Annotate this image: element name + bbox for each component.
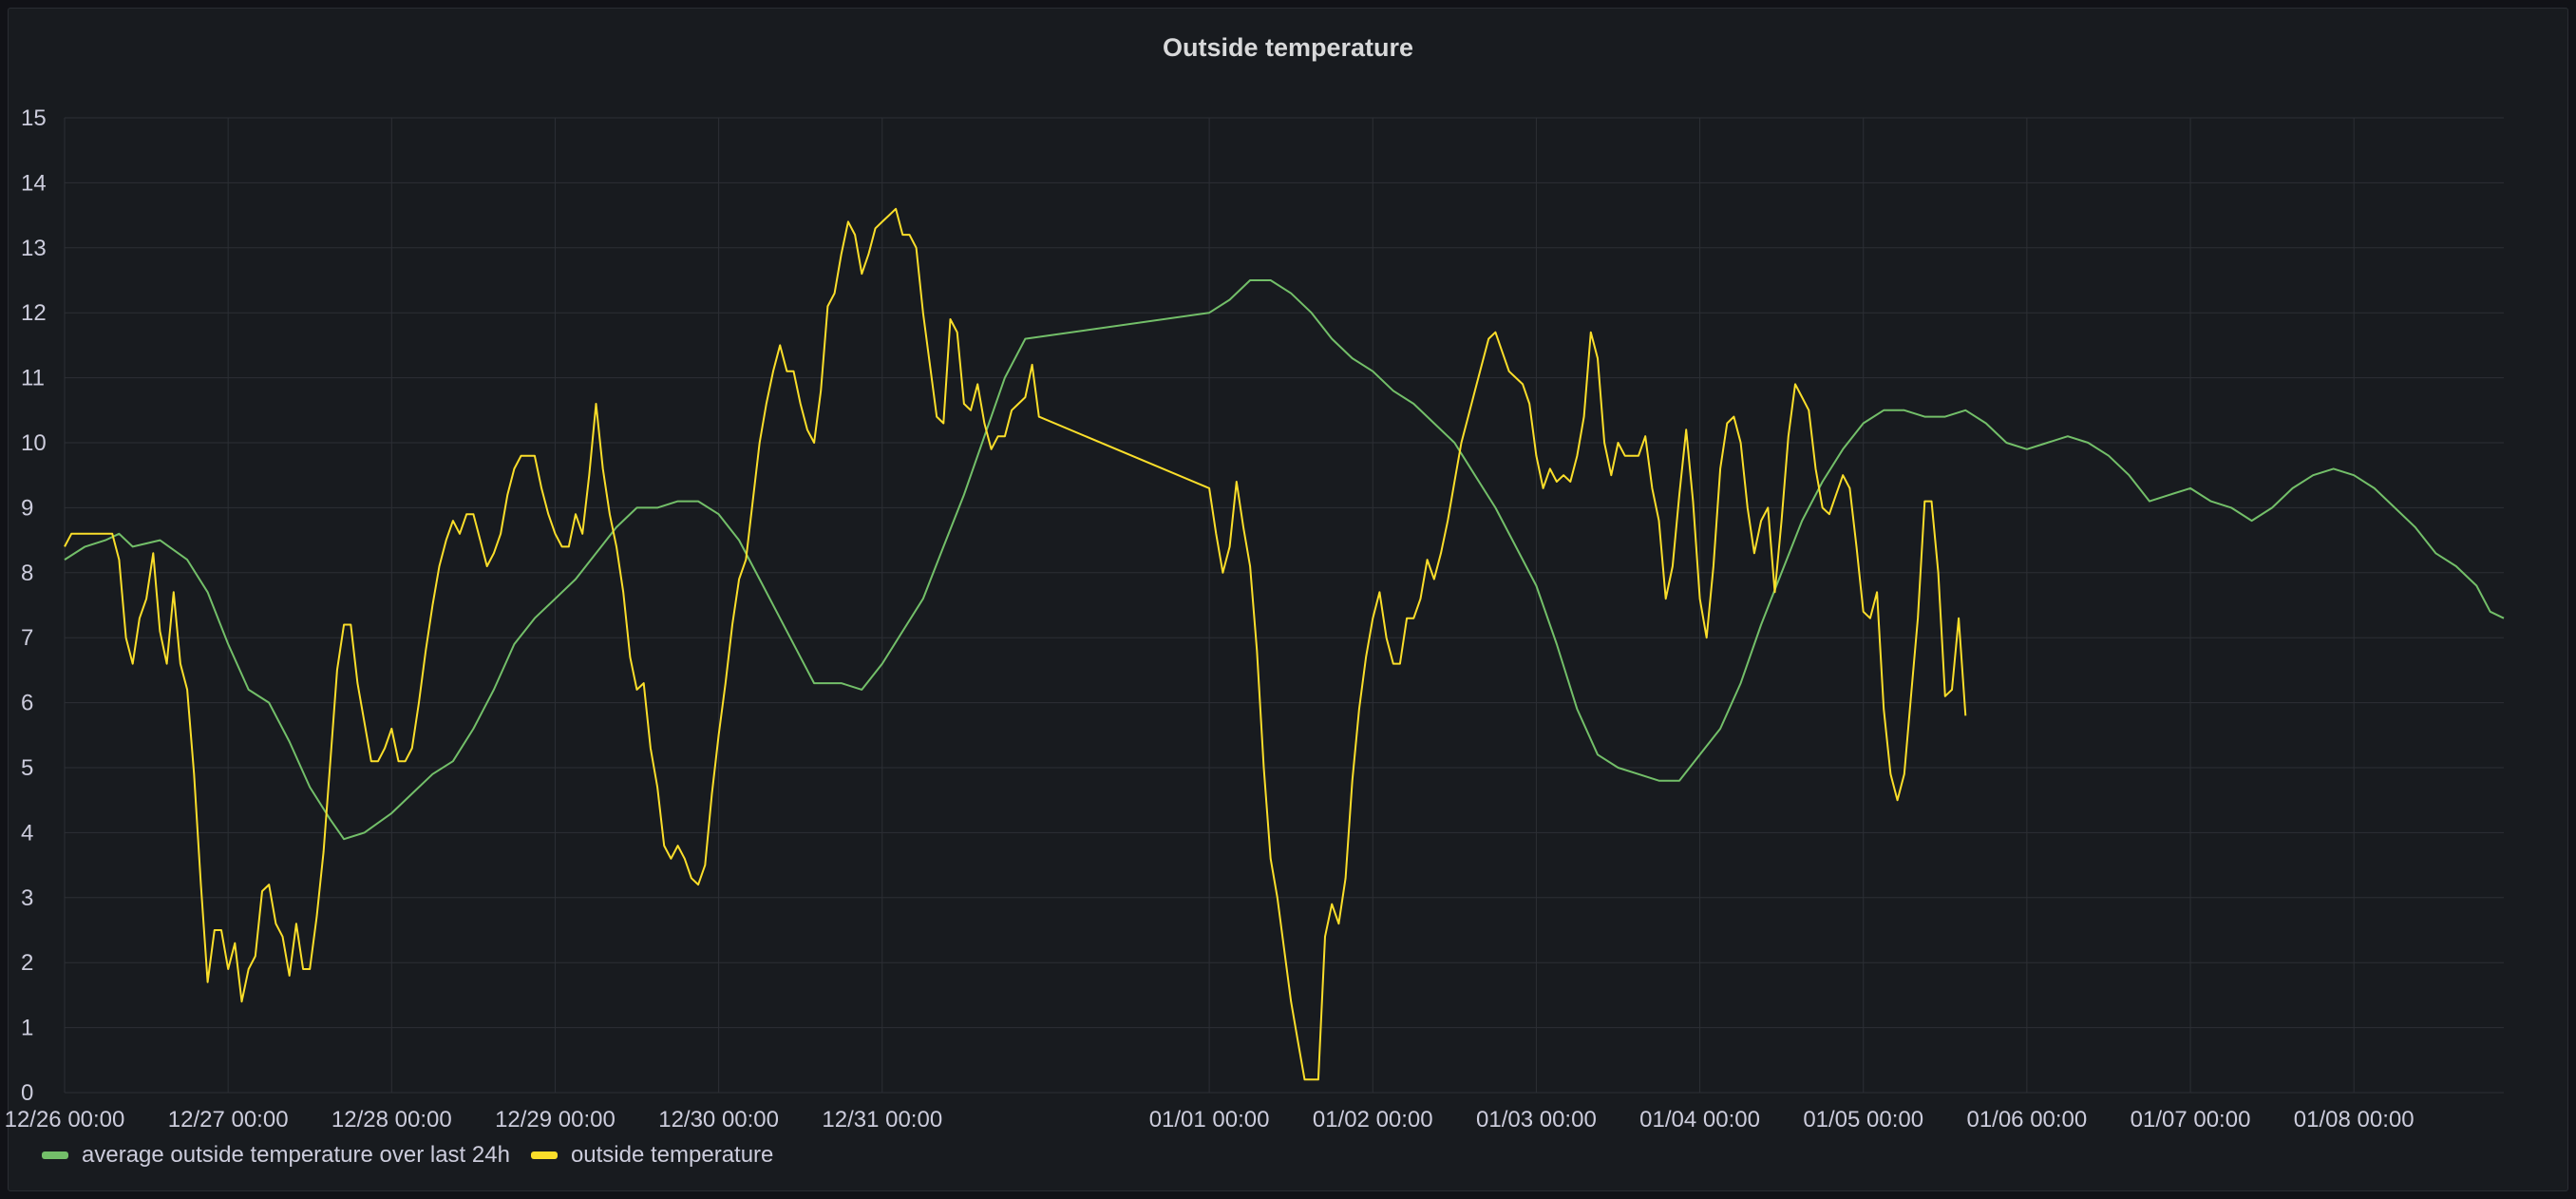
- x-tick-label: 01/04 00:00: [1639, 1107, 1760, 1132]
- x-tick-label: 12/29 00:00: [495, 1107, 616, 1132]
- legend-item-average[interactable]: average outside temperature over last 24…: [42, 1142, 510, 1169]
- x-tick-label: 01/05 00:00: [1803, 1107, 1923, 1132]
- x-tick-label: 01/06 00:00: [1966, 1107, 2087, 1132]
- series-line-outside: [64, 207, 1967, 1081]
- x-tick-label: 12/26 00:00: [5, 1107, 125, 1132]
- x-tick-label: 12/30 00:00: [658, 1107, 779, 1132]
- x-tick-label: 12/28 00:00: [331, 1107, 452, 1132]
- y-tick-label: 11: [21, 366, 45, 391]
- x-tick-label: 01/07 00:00: [2131, 1107, 2251, 1132]
- y-tick-label: 15: [21, 105, 47, 131]
- y-tick-label: 3: [21, 885, 33, 911]
- legend-swatch-average: [42, 1151, 68, 1159]
- series-lines: [64, 207, 2505, 1081]
- y-tick-label: 12: [21, 300, 47, 326]
- legend: average outside temperature over last 24…: [42, 1142, 794, 1169]
- y-tick-label: 14: [21, 170, 47, 196]
- y-tick-label: 2: [21, 950, 33, 976]
- y-tick-label: 5: [21, 755, 33, 781]
- x-tick-label: 01/03 00:00: [1476, 1107, 1597, 1132]
- panel-title: Outside temperature: [1162, 33, 1414, 62]
- series-line-average: [64, 279, 2505, 841]
- y-tick-label: 0: [21, 1080, 33, 1106]
- y-tick-label: 4: [21, 820, 33, 846]
- y-tick-label: 10: [21, 430, 47, 456]
- y-tick-label: 9: [21, 495, 33, 521]
- legend-item-outside[interactable]: outside temperature: [530, 1142, 774, 1169]
- x-axis-ticks: 12/26 00:00 12/27 00:00 12/28 00:00 12/29 0…: [5, 1107, 2415, 1132]
- legend-swatch-outside: [530, 1151, 558, 1159]
- x-tick-label: 12/27 00:00: [168, 1107, 289, 1132]
- y-tick-label: 13: [21, 236, 47, 261]
- y-tick-label: 7: [21, 625, 33, 651]
- y-tick-label: 6: [21, 691, 33, 716]
- y-tick-label: 8: [21, 561, 33, 586]
- legend-label-average: average outside temperature over last 24…: [82, 1142, 510, 1168]
- grid: [64, 117, 2504, 1094]
- x-tick-label: 01/01 00:00: [1149, 1107, 1270, 1132]
- y-tick-label: 1: [21, 1016, 33, 1041]
- x-tick-label: 01/02 00:00: [1313, 1107, 1433, 1132]
- x-tick-label: 12/31 00:00: [822, 1107, 942, 1132]
- legend-label-outside: outside temperature: [570, 1142, 774, 1168]
- x-tick-label: 01/08 00:00: [2294, 1107, 2415, 1132]
